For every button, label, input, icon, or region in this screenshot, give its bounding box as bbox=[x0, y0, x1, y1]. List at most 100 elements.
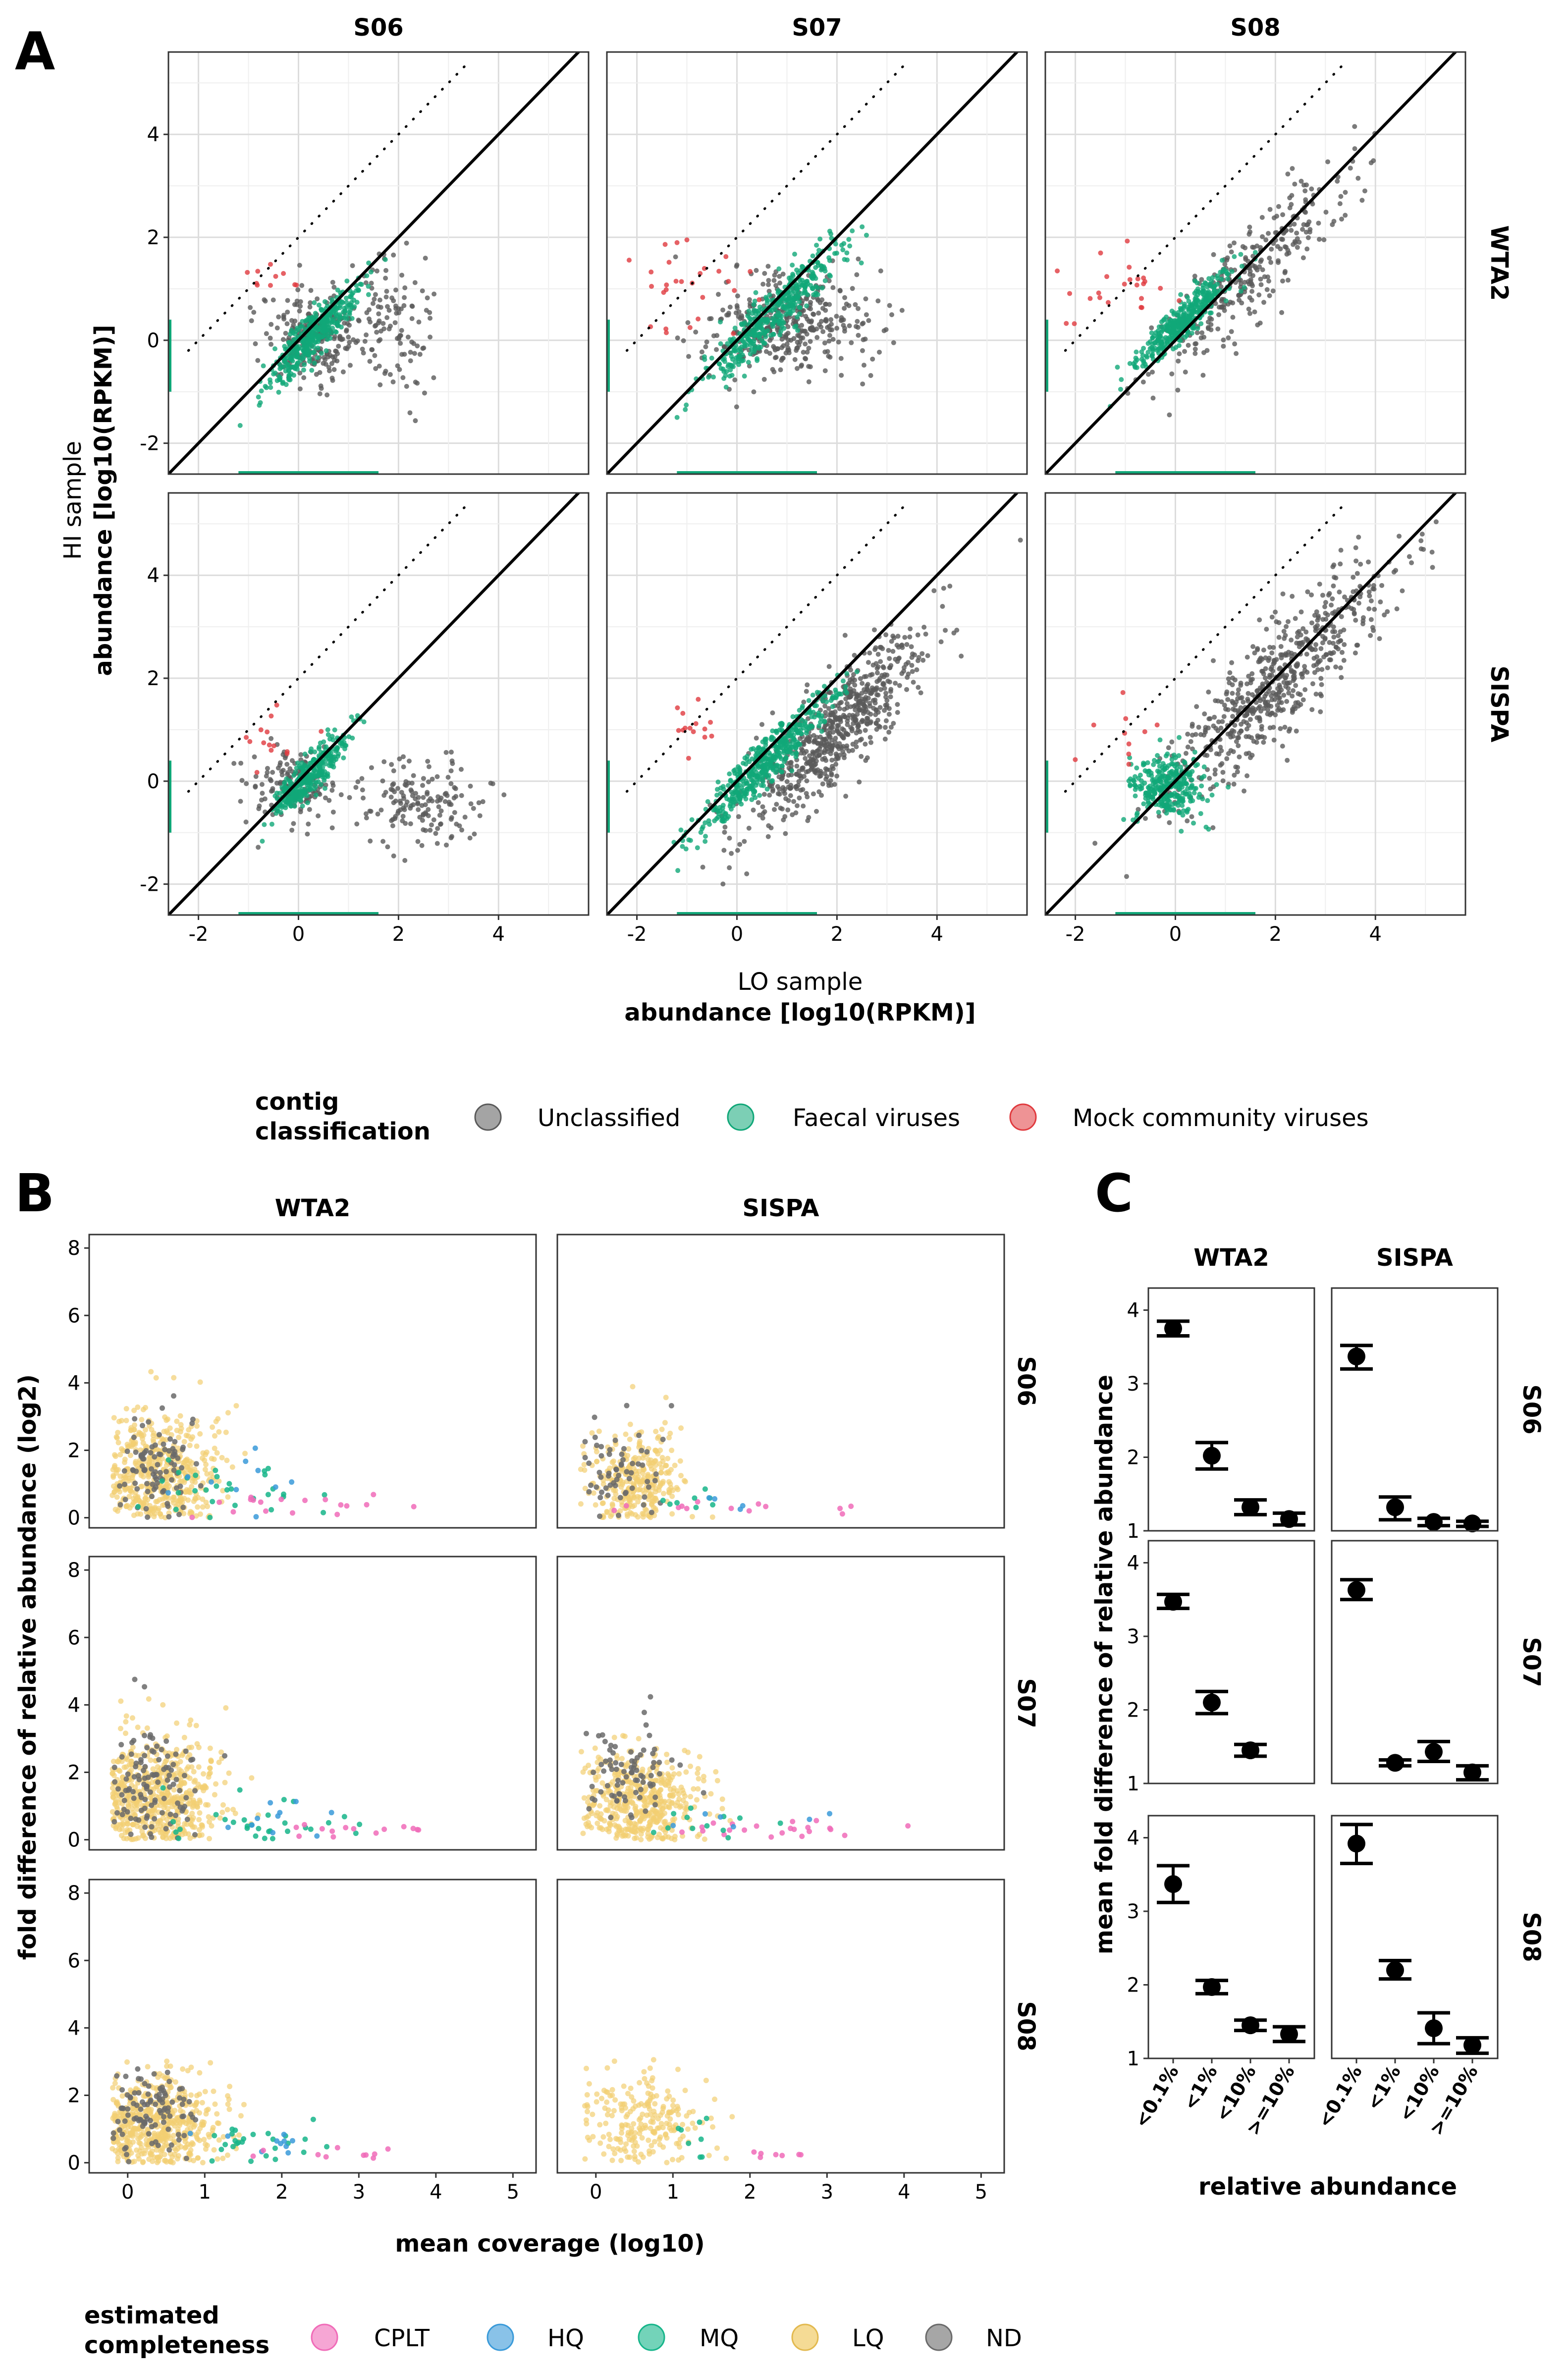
point-unclassified bbox=[747, 297, 752, 302]
point-unclassified bbox=[1338, 665, 1343, 671]
point-unclassified bbox=[1207, 776, 1212, 781]
point-faecal-viruses bbox=[277, 377, 283, 382]
point-faecal-viruses bbox=[307, 339, 312, 345]
point-faecal-viruses bbox=[1224, 269, 1229, 274]
point-unclassified bbox=[472, 831, 477, 837]
point-unclassified bbox=[1221, 337, 1226, 343]
point-unclassified bbox=[811, 791, 816, 797]
point-unclassified bbox=[732, 377, 738, 382]
point-unclassified bbox=[826, 664, 832, 669]
point-faecal-viruses bbox=[368, 269, 374, 275]
point-unclassified bbox=[1186, 343, 1191, 348]
point-faecal-viruses bbox=[732, 325, 738, 331]
point-unclassified bbox=[799, 746, 804, 752]
point-mock-community-viruses bbox=[1096, 290, 1101, 296]
point-faecal-viruses bbox=[782, 305, 788, 311]
point-faecal-viruses bbox=[1144, 355, 1150, 360]
point-unclassified bbox=[884, 702, 890, 707]
point-unclassified bbox=[799, 362, 805, 368]
point-unclassified bbox=[1282, 724, 1288, 730]
point-unclassified bbox=[1156, 813, 1162, 819]
point-unclassified bbox=[1303, 629, 1309, 635]
point-unclassified bbox=[951, 630, 957, 636]
point-mock-community-viruses bbox=[702, 735, 707, 740]
point-unclassified bbox=[373, 366, 378, 371]
point-faecal-viruses bbox=[359, 282, 364, 287]
point-faecal-viruses bbox=[344, 300, 349, 305]
point-faecal-viruses bbox=[789, 744, 794, 750]
strip-column-s06: S06 bbox=[353, 14, 403, 42]
point-unclassified bbox=[389, 762, 394, 767]
point-unclassified bbox=[865, 660, 871, 665]
point-faecal-viruses bbox=[1150, 348, 1155, 354]
point-unclassified bbox=[826, 353, 831, 359]
panel-b-ylabel: fold difference of relative abundance (l… bbox=[14, 1374, 42, 1960]
point-mock-community-viruses bbox=[269, 713, 274, 719]
point-faecal-viruses bbox=[771, 321, 776, 326]
point-faecal-viruses bbox=[277, 791, 282, 796]
point-faecal-viruses bbox=[354, 283, 359, 288]
point-unclassified bbox=[1338, 561, 1343, 567]
point-unclassified bbox=[882, 686, 887, 691]
point-unclassified bbox=[1234, 739, 1239, 744]
point-faecal-viruses bbox=[272, 370, 278, 376]
point-unclassified bbox=[1304, 222, 1309, 228]
point-unclassified bbox=[1281, 707, 1286, 712]
point-unclassified bbox=[826, 278, 832, 283]
legend-swatch-faecal-viruses bbox=[727, 1103, 755, 1131]
point-unclassified bbox=[430, 798, 435, 804]
point-unclassified bbox=[1269, 710, 1274, 716]
point-faecal-viruses bbox=[305, 782, 310, 788]
point-faecal-viruses bbox=[1155, 753, 1160, 758]
point-faecal-viruses bbox=[1189, 330, 1194, 336]
point-unclassified bbox=[408, 358, 413, 364]
point-unclassified bbox=[1355, 175, 1361, 181]
point-unclassified bbox=[1258, 276, 1263, 282]
point-unclassified bbox=[412, 351, 417, 356]
point-unclassified bbox=[825, 325, 830, 330]
point-unclassified bbox=[1291, 242, 1296, 247]
point-unclassified bbox=[445, 774, 451, 780]
point-faecal-viruses bbox=[740, 338, 745, 343]
point-unclassified bbox=[423, 256, 428, 261]
point-faecal-viruses bbox=[828, 698, 834, 703]
point-unclassified bbox=[1188, 739, 1193, 744]
point-faecal-viruses bbox=[1186, 317, 1191, 323]
point-unclassified bbox=[1318, 676, 1324, 681]
panel-b-legend: estimated completeness CPLT HQ MQ LQ ND bbox=[84, 2302, 1022, 2359]
strip-column-s08: S08 bbox=[1230, 14, 1280, 42]
point-unclassified bbox=[376, 311, 381, 317]
point-unclassified bbox=[1275, 702, 1280, 708]
point-unclassified bbox=[820, 781, 825, 787]
point-faecal-viruses bbox=[804, 728, 810, 733]
point-unclassified bbox=[389, 818, 394, 823]
point-unclassified bbox=[374, 269, 379, 274]
point-unclassified bbox=[1366, 559, 1371, 565]
point-unclassified bbox=[307, 304, 313, 310]
point-unclassified bbox=[1255, 322, 1260, 327]
point-faecal-viruses bbox=[366, 283, 371, 289]
point-unclassified bbox=[1319, 693, 1324, 699]
point-faecal-viruses bbox=[287, 802, 292, 807]
facet-border bbox=[167, 51, 590, 475]
point-faecal-viruses bbox=[322, 299, 327, 304]
point-unclassified bbox=[264, 331, 269, 336]
point-unclassified bbox=[329, 376, 335, 381]
point-mock-community-viruses bbox=[684, 237, 690, 243]
point-unclassified bbox=[1199, 330, 1205, 335]
point-unclassified bbox=[1229, 249, 1234, 255]
point-unclassified bbox=[920, 657, 926, 663]
point-faecal-viruses bbox=[844, 671, 850, 676]
point-faecal-viruses bbox=[1163, 753, 1169, 758]
point-faecal-viruses bbox=[773, 744, 779, 750]
point-faecal-viruses bbox=[324, 348, 329, 354]
legend-b-title-line1: estimated bbox=[84, 2302, 219, 2329]
point-unclassified bbox=[699, 349, 704, 355]
point-faecal-viruses bbox=[768, 332, 773, 338]
point-unclassified bbox=[1269, 246, 1274, 252]
point-faecal-viruses bbox=[763, 295, 768, 300]
point-unclassified bbox=[775, 784, 780, 789]
point-unclassified bbox=[1379, 583, 1385, 588]
point-faecal-viruses bbox=[763, 742, 768, 748]
point-unclassified bbox=[452, 785, 457, 790]
